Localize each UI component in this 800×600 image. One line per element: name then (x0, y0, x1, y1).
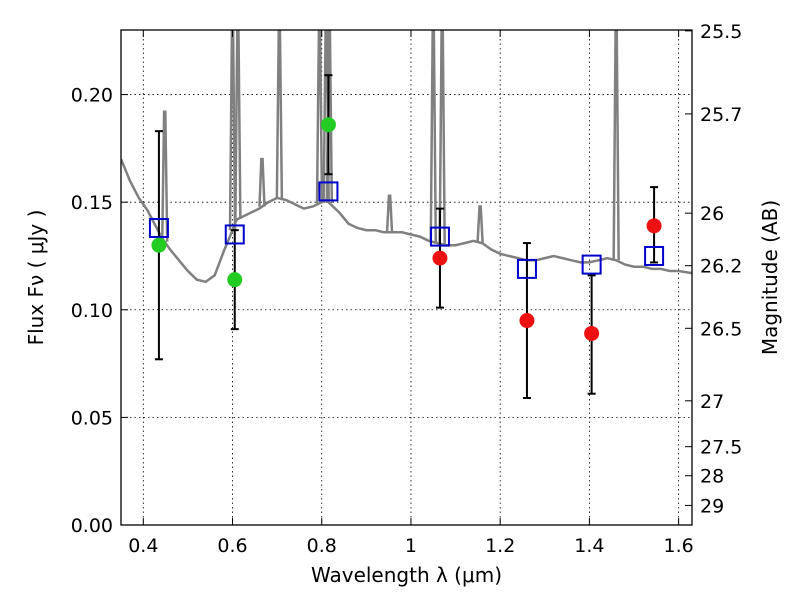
model-spectrum (121, 30, 692, 284)
observed-optical-point (151, 237, 167, 253)
model-photometry-square (644, 245, 665, 266)
magnitude-tick-label: 26 (700, 203, 724, 225)
magnitude-tick-label: 25.7 (700, 104, 742, 126)
emission-line (385, 194, 394, 233)
y-tick-label: 0.00 (71, 515, 113, 537)
emission-line (429, 30, 438, 243)
emission-line (258, 157, 266, 207)
y-tick-label: 0.15 (71, 192, 113, 214)
emission-line (438, 30, 446, 245)
y-tick-label: 0.20 (71, 85, 113, 107)
emission-line (315, 30, 324, 204)
magnitude-axis-label: Magnitude (AB) (758, 200, 782, 355)
observed-nir-point (584, 325, 600, 341)
emission-line (228, 30, 237, 231)
magnitude-tick-label: 27.5 (700, 437, 742, 459)
observed-optical-point (320, 117, 336, 133)
x-tick-label: 1.4 (574, 535, 604, 557)
magnitude-tick-label: 27 (700, 391, 724, 413)
x-tick-label: 1.2 (485, 535, 515, 557)
observed-photometry-points (151, 117, 662, 341)
x-tick-label: 1 (405, 535, 417, 557)
observed-nir-point (646, 218, 662, 234)
magnitude-tick-label: 26.5 (700, 318, 742, 340)
x-tick-label: 0.8 (307, 535, 337, 557)
observed-optical-point (227, 272, 243, 288)
model-photometry-square (318, 181, 339, 202)
observed-nir-point (519, 313, 535, 329)
model-photometry-square (429, 226, 450, 247)
emission-line (476, 205, 484, 243)
magnitude-tick-label: 26.2 (700, 256, 742, 278)
x-tick-labels: 0.4 0.6 0.8 1 1.2 1.4 1.6 (128, 535, 694, 557)
magnitude-tick-label: 29 (700, 495, 724, 517)
model-spectrum-line (121, 158, 692, 284)
x-tick-label: 0.6 (217, 535, 247, 557)
model-photometry-square (516, 258, 537, 279)
grid (121, 30, 692, 526)
model-photometry-points (148, 181, 665, 279)
x-axis-label: Wavelength λ (μm) (311, 563, 502, 587)
observed-nir-point (432, 250, 448, 266)
emission-line (160, 110, 169, 242)
magnitude-tick-label: 28 (700, 466, 724, 488)
emission-line (234, 30, 242, 219)
model-photometry-square (581, 254, 602, 275)
x-tick-label: 0.4 (128, 535, 158, 557)
plot-frame (120, 29, 693, 526)
magnitude-tick-labels: 25.5 25.7 26 26.2 26.5 27 27.5 28 29 (700, 21, 742, 518)
y-tick-label: 0.10 (71, 300, 113, 322)
y-tick-label: 0.05 (71, 407, 113, 429)
model-photometry-square (224, 224, 245, 245)
tick-marks (121, 30, 692, 526)
y-tick-labels: 0.00 0.05 0.10 0.15 0.20 (71, 85, 113, 537)
emission-line (275, 30, 284, 199)
emission-line (612, 30, 620, 261)
y-axis-label: Flux Fν ( μJy ) (24, 210, 48, 346)
model-photometry-square (148, 218, 169, 238)
magnitude-tick-label: 25.5 (700, 21, 742, 43)
x-tick-label: 1.6 (664, 535, 694, 557)
